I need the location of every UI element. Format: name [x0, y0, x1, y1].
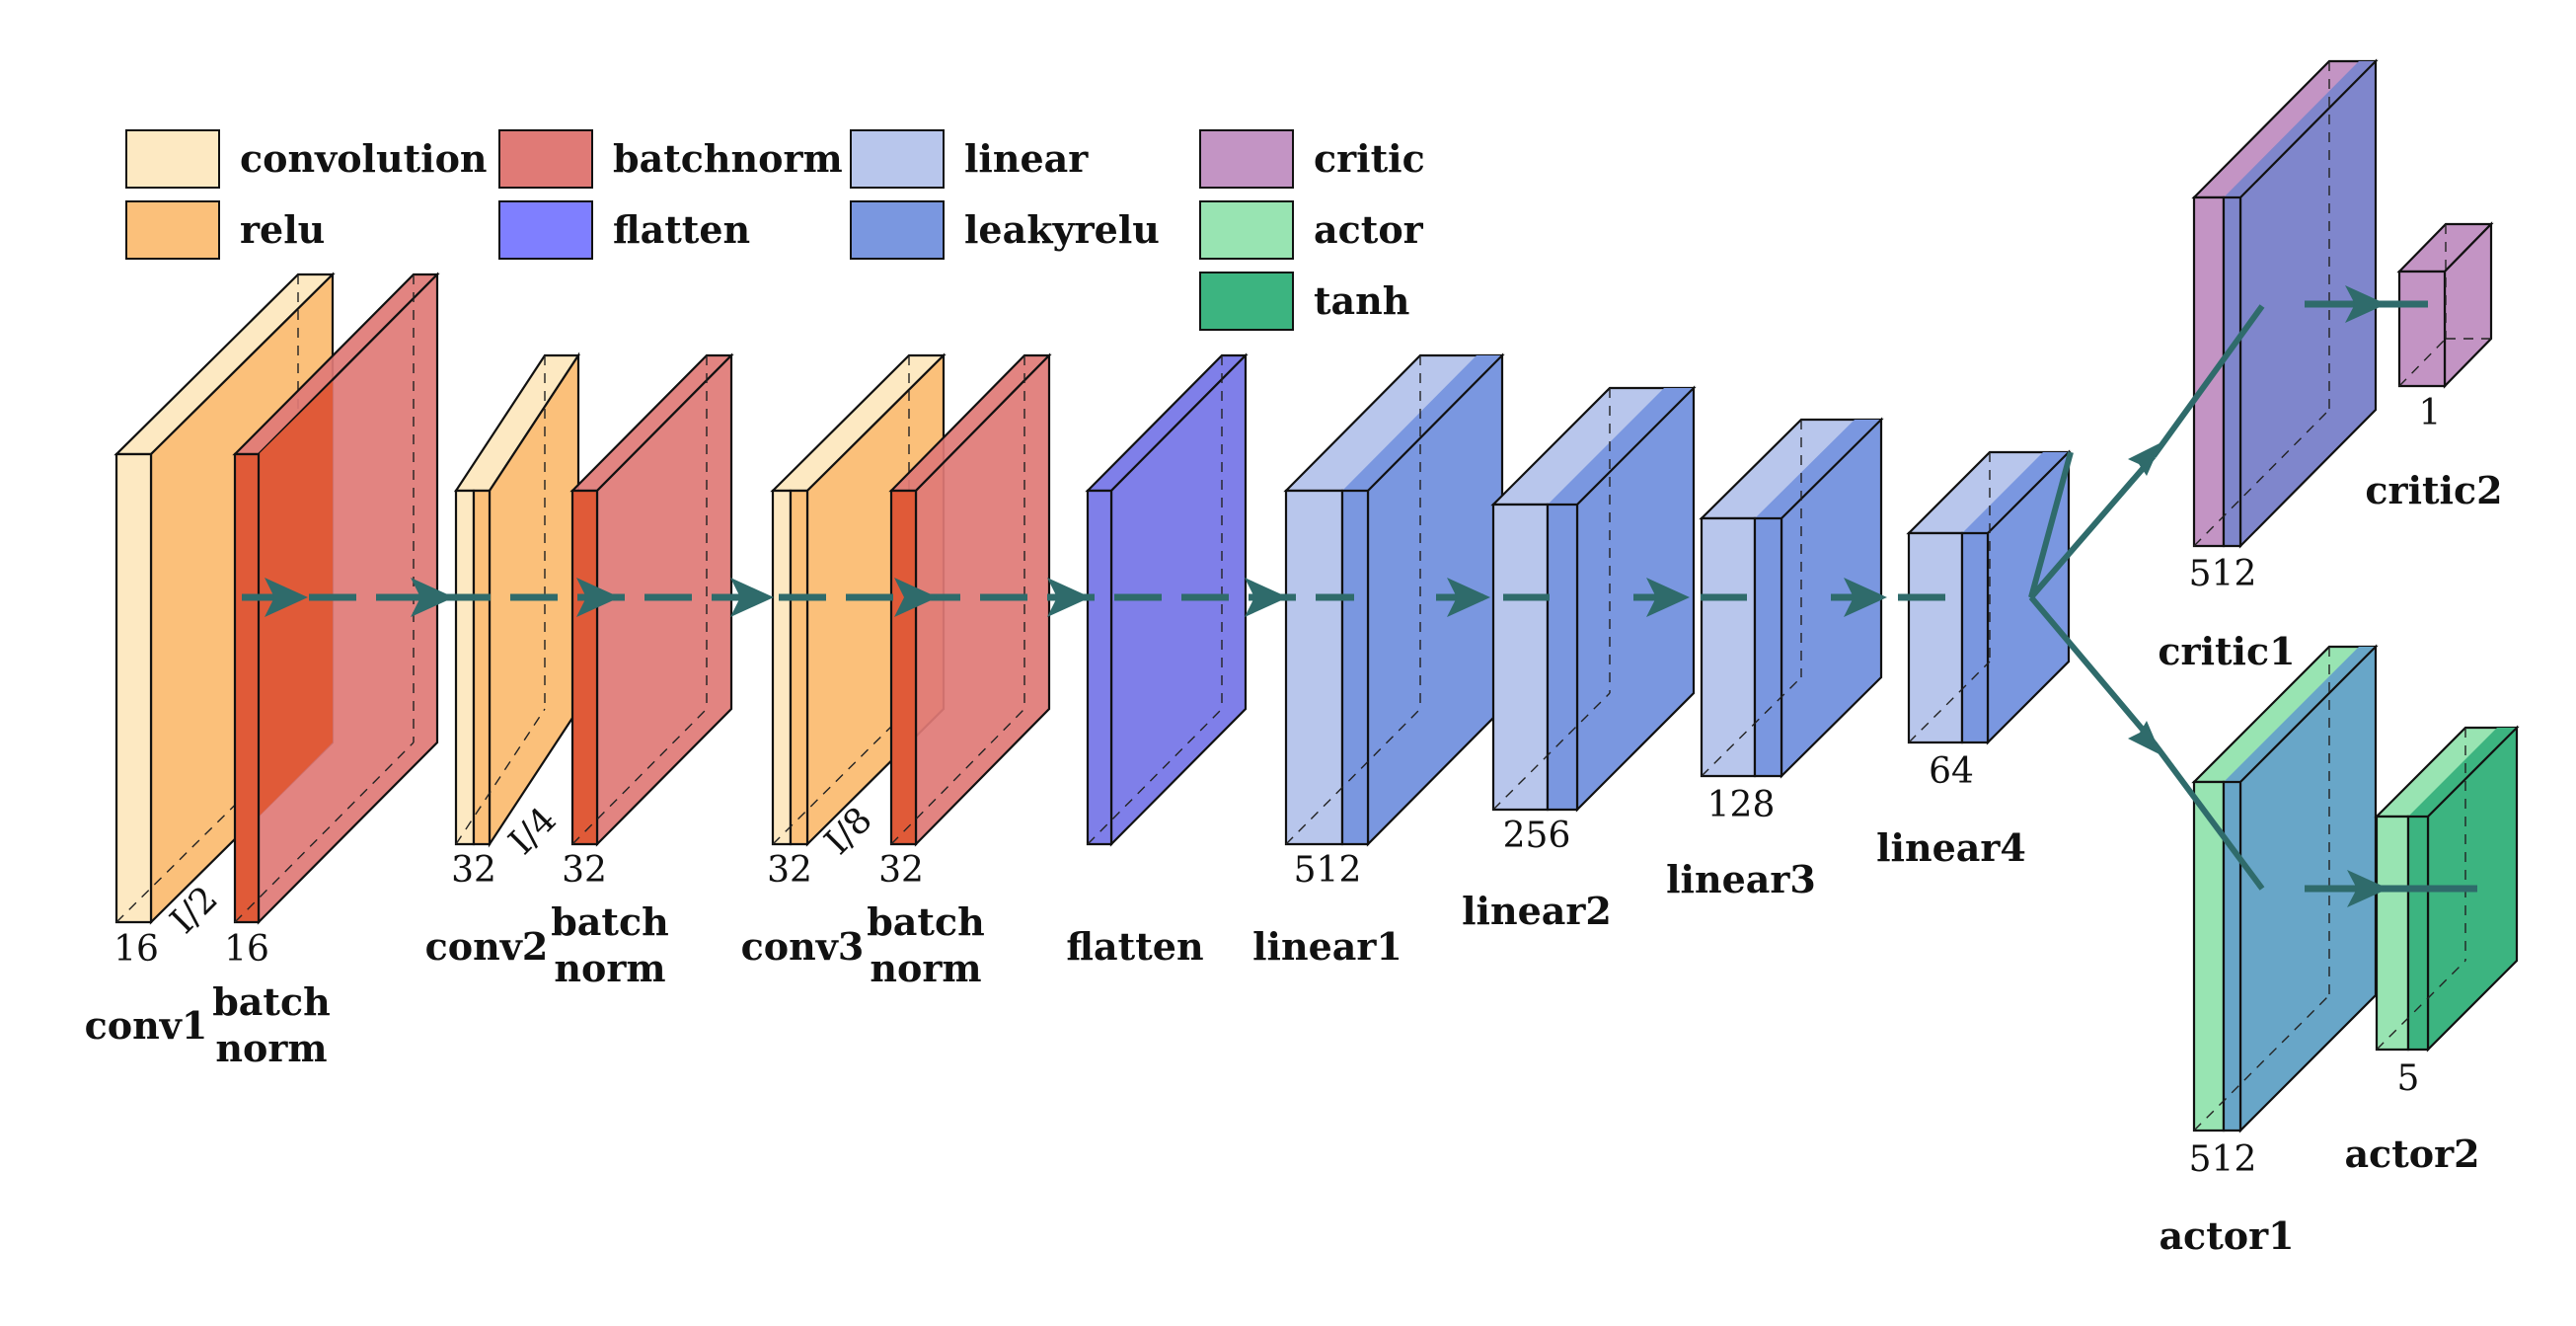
arrowhead	[1245, 578, 1288, 617]
legend-label-leakyrelu: leakyrelu	[964, 207, 1160, 252]
label-flatten: flatten	[1066, 924, 1203, 969]
legend-label-convolution: convolution	[240, 136, 488, 181]
dim-linear2: 256	[1503, 816, 1571, 856]
linear1-block	[1283, 352, 1505, 847]
layer-labels: conv1 batch norm conv2 batch norm conv3 …	[85, 468, 2503, 1258]
arrowhead	[2347, 870, 2388, 907]
legend-label-critic: critic	[1314, 136, 1425, 181]
dim-critic1: 512	[2189, 554, 2257, 594]
dim-critic2: 1	[2419, 393, 2442, 433]
label-conv2: conv2	[425, 924, 549, 969]
label-actor1: actor1	[2159, 1213, 2294, 1258]
legend-item-tanh: tanh	[1199, 272, 1409, 331]
legend-label-linear: linear	[964, 136, 1089, 181]
label-bn2-line2: norm	[554, 946, 665, 990]
label-actor2: actor2	[2344, 1131, 2479, 1176]
label-bn2-line1: batch	[551, 899, 669, 944]
legend-item-batchnorm: batchnorm	[498, 129, 843, 189]
flow-actor-inner	[2151, 741, 2265, 891]
label-critic1: critic1	[2158, 629, 2295, 673]
critic2-block	[2396, 221, 2494, 389]
arrowhead	[1447, 578, 1490, 617]
arrowhead-critic	[2128, 442, 2161, 476]
label-critic2: critic2	[2365, 468, 2502, 512]
dim-linear4: 64	[1929, 751, 1974, 792]
dim-conv1: 16	[114, 929, 159, 970]
dim-conv3: 32	[767, 850, 812, 891]
legend-swatch-leakyrelu	[850, 200, 945, 260]
dim-bn3: 32	[878, 850, 924, 891]
arrowhead	[265, 578, 308, 617]
legend: convolution relu batchnorm flatten linea…	[125, 129, 1425, 331]
label-bn1-line2: norm	[215, 1026, 327, 1070]
legend-swatch-critic	[1199, 129, 1294, 189]
arrowhead	[411, 578, 454, 617]
label-bn1-line1: batch	[212, 979, 331, 1024]
bn1-front	[233, 452, 261, 924]
actor2-block	[2374, 725, 2520, 1053]
dim-bn2: 32	[562, 850, 607, 891]
legend-swatch-actor	[1199, 200, 1294, 260]
legend-swatch-tanh	[1199, 272, 1294, 331]
flow-arrows	[242, 285, 2477, 907]
conv1-conv-front	[114, 452, 153, 924]
linear3-block	[1699, 417, 1884, 779]
legend-item-leakyrelu: leakyrelu	[850, 200, 1160, 260]
arrowhead	[1047, 578, 1091, 617]
arrowhead	[730, 578, 774, 617]
arrowhead	[576, 578, 620, 617]
legend-label-batchnorm: batchnorm	[613, 136, 843, 181]
flatten-block	[1085, 352, 1249, 847]
legend-swatch-convolution	[125, 129, 220, 189]
arrowhead	[894, 578, 938, 617]
label-bn3-line1: batch	[867, 899, 985, 944]
flow-critic-inner	[2151, 304, 2265, 458]
arrowhead	[1844, 578, 1887, 617]
legend-swatch-flatten	[498, 200, 593, 260]
legend-item-linear: linear	[850, 129, 1089, 189]
legend-swatch-relu	[125, 200, 220, 260]
legend-item-actor: actor	[1199, 200, 1424, 260]
legend-label-flatten: flatten	[613, 207, 750, 252]
legend-item-critic: critic	[1199, 129, 1425, 189]
label-linear2: linear2	[1462, 889, 1612, 933]
legend-label-actor: actor	[1314, 207, 1424, 252]
legend-item-relu: relu	[125, 200, 325, 260]
label-linear1: linear1	[1252, 924, 1402, 969]
label-bn3-line2: norm	[870, 946, 981, 990]
label-linear3: linear3	[1666, 857, 1816, 901]
legend-swatch-batchnorm	[498, 129, 593, 189]
arrowhead	[1646, 578, 1690, 617]
legend-item-flatten: flatten	[498, 200, 750, 260]
branch-to-actor	[2028, 595, 2157, 744]
label-conv1: conv1	[85, 1003, 208, 1048]
dim-actor2: 5	[2397, 1058, 2420, 1099]
dim-conv2: 32	[451, 850, 496, 891]
label-linear4: linear4	[1876, 825, 2026, 870]
dim-actor1: 512	[2189, 1139, 2257, 1180]
dim-bn1: 16	[224, 929, 269, 970]
arrowhead	[2345, 285, 2387, 323]
dim-linear3: 128	[1707, 785, 1776, 825]
legend-label-relu: relu	[240, 207, 325, 252]
label-conv3: conv3	[741, 924, 865, 969]
legend-item-convolution: convolution	[125, 129, 488, 189]
legend-swatch-linear	[850, 129, 945, 189]
dim-linear1: 512	[1294, 850, 1362, 891]
legend-label-tanh: tanh	[1314, 278, 1409, 323]
